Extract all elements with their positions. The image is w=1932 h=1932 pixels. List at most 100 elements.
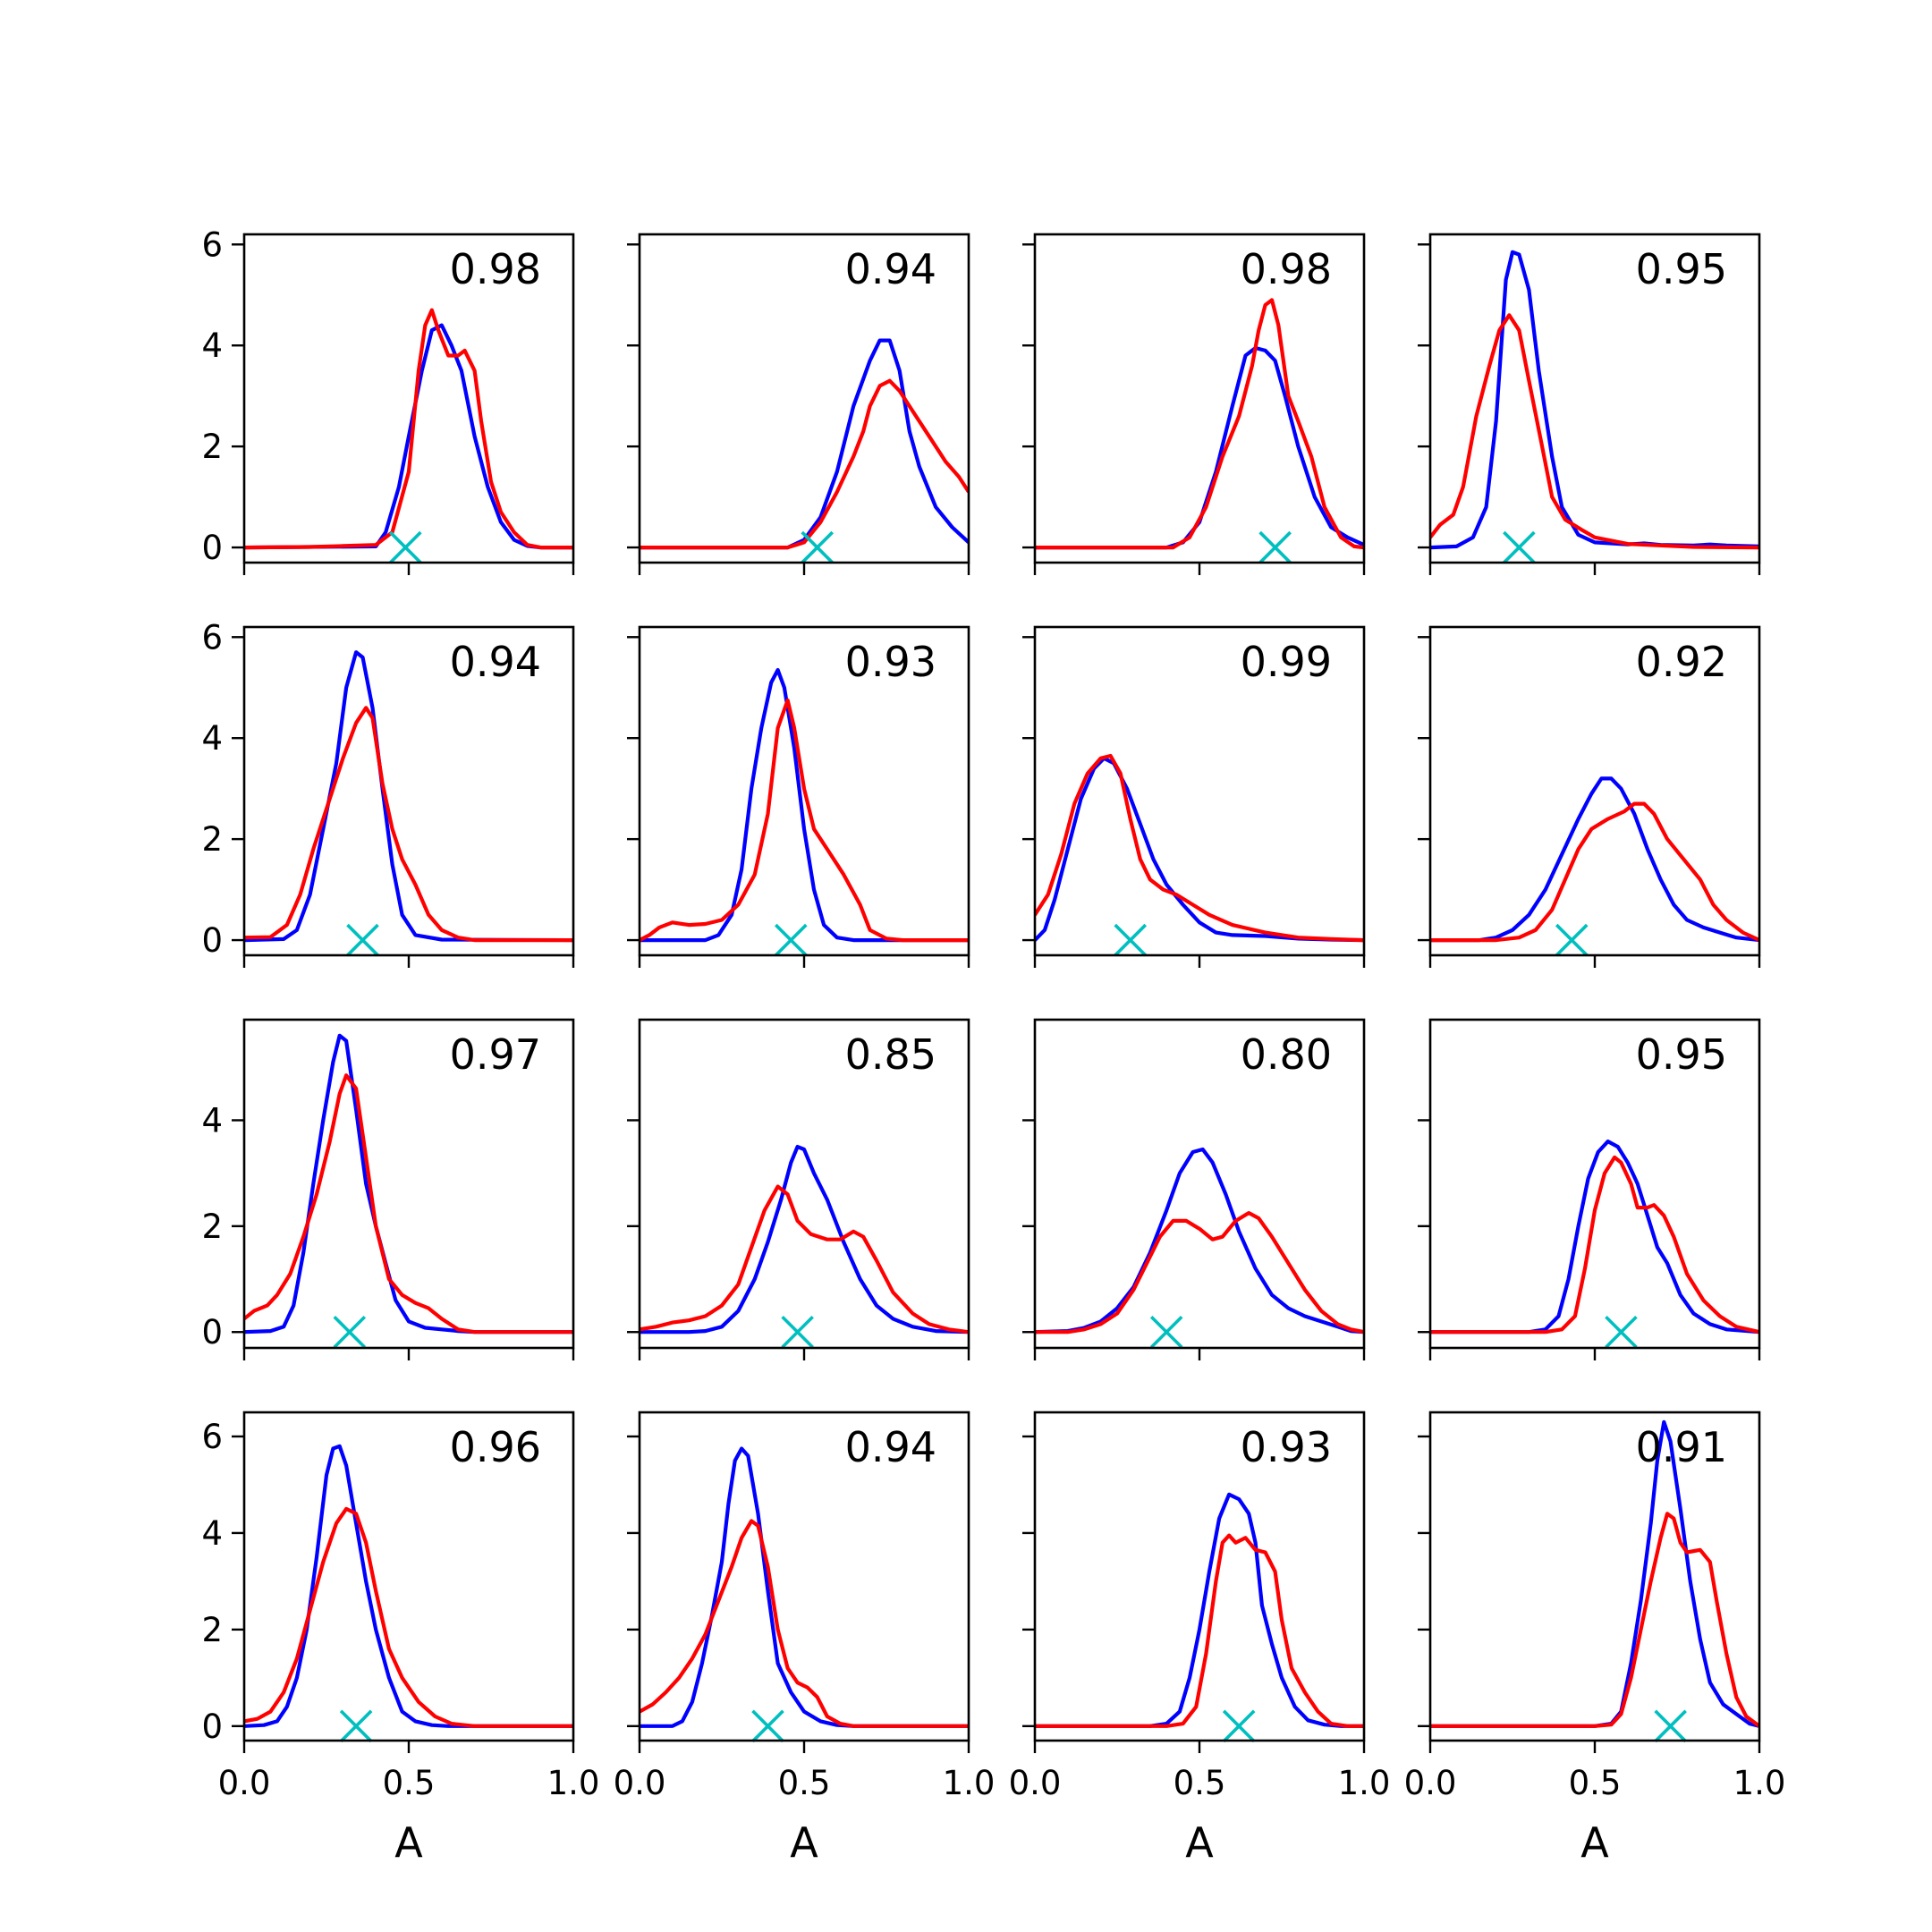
true-value-marker bbox=[801, 530, 834, 564]
true-value-marker bbox=[346, 923, 379, 957]
panel-7: 0.99 bbox=[1022, 625, 1366, 968]
x-tick-label: 0.5 bbox=[778, 1764, 831, 1802]
panel-6: 0.93 bbox=[627, 625, 970, 968]
x-axis-label: A bbox=[1580, 1818, 1609, 1867]
true-value-marker bbox=[1149, 1315, 1183, 1349]
red-density-line bbox=[1430, 801, 1759, 943]
true-value-marker bbox=[781, 1315, 814, 1349]
x-tick-label: 1.0 bbox=[1733, 1764, 1786, 1802]
blue-density-line bbox=[1035, 1147, 1364, 1335]
panel-annotation: 0.94 bbox=[845, 245, 936, 293]
y-tick-label: 4 bbox=[201, 1514, 223, 1553]
x-axis-label: A bbox=[790, 1818, 818, 1867]
x-tick-label: 0.0 bbox=[614, 1764, 666, 1802]
panel-annotation: 0.98 bbox=[450, 245, 541, 293]
red-density-line bbox=[640, 1519, 969, 1728]
panel-4: 0.95 bbox=[1418, 233, 1761, 575]
x-tick-label: 0.5 bbox=[1174, 1764, 1226, 1802]
x-tick-label: 0.0 bbox=[1009, 1764, 1062, 1802]
panel-annotation: 0.96 bbox=[450, 1423, 541, 1471]
x-axis-label: A bbox=[1185, 1818, 1214, 1867]
true-value-marker bbox=[1555, 923, 1589, 957]
panel-11: 0.80 bbox=[1022, 1018, 1366, 1360]
true-value-marker bbox=[333, 1315, 367, 1349]
panel-annotation: 0.94 bbox=[450, 638, 541, 686]
blue-density-line bbox=[640, 1446, 969, 1728]
red-density-line bbox=[244, 1073, 573, 1335]
panel-5: 0.94 0 2 4 6 bbox=[201, 618, 575, 968]
y-tick-label: 0 bbox=[201, 1313, 223, 1352]
true-value-marker bbox=[1503, 530, 1536, 564]
red-density-line bbox=[640, 378, 969, 550]
red-density-line bbox=[1035, 298, 1364, 550]
blue-density-line bbox=[1430, 1140, 1759, 1335]
x-tick-label: 0.5 bbox=[1569, 1764, 1622, 1802]
y-tick-label: 0 bbox=[201, 921, 223, 960]
y-tick-label: 4 bbox=[201, 326, 223, 365]
panel-annotation: 0.94 bbox=[845, 1423, 936, 1471]
red-density-line bbox=[244, 308, 573, 550]
red-density-line bbox=[1035, 753, 1364, 943]
red-density-line bbox=[640, 1184, 969, 1335]
x-tick-label: 0.5 bbox=[383, 1764, 436, 1802]
true-value-marker bbox=[1114, 923, 1147, 957]
true-value-marker bbox=[775, 923, 808, 957]
blue-density-line bbox=[244, 1444, 573, 1728]
x-tick-label: 1.0 bbox=[943, 1764, 996, 1802]
panel-2: 0.94 bbox=[627, 233, 970, 575]
panel-annotation: 0.80 bbox=[1241, 1030, 1332, 1079]
panel-annotation: 0.95 bbox=[1636, 1030, 1727, 1079]
x-tick-label: 1.0 bbox=[547, 1764, 600, 1802]
panel-14: 0.94 0.0 0.5 1.0 A bbox=[614, 1411, 996, 1867]
y-tick-label: 4 bbox=[201, 719, 223, 758]
blue-density-line bbox=[244, 323, 573, 550]
red-density-line bbox=[640, 698, 969, 943]
x-axis-label: A bbox=[394, 1818, 423, 1867]
red-density-line bbox=[1430, 1155, 1759, 1335]
panel-annotation: 0.93 bbox=[845, 638, 936, 686]
blue-density-line bbox=[640, 338, 969, 550]
panel-3: 0.98 bbox=[1022, 233, 1366, 575]
y-tick-label: 6 bbox=[201, 618, 223, 657]
panel-13: 0.96 0 2 4 6 0.0 0.5 1.0 A bbox=[201, 1411, 600, 1867]
blue-density-line bbox=[1035, 1492, 1364, 1728]
y-tick-label: 4 bbox=[201, 1101, 223, 1140]
panel-annotation: 0.92 bbox=[1636, 638, 1727, 686]
panel-9: 0.97 0 2 4 bbox=[201, 1018, 575, 1360]
blue-density-line bbox=[244, 650, 573, 943]
true-value-marker bbox=[751, 1709, 784, 1743]
panel-annotation: 0.98 bbox=[1241, 245, 1332, 293]
y-tick-label: 2 bbox=[201, 428, 223, 466]
x-tick-label: 1.0 bbox=[1338, 1764, 1391, 1802]
blue-density-line bbox=[640, 667, 969, 943]
panel-annotation: 0.97 bbox=[450, 1030, 541, 1079]
blue-density-line bbox=[1035, 756, 1364, 943]
panel-annotation: 0.93 bbox=[1241, 1423, 1332, 1471]
y-tick-label: 0 bbox=[201, 529, 223, 567]
y-tick-label: 2 bbox=[201, 1611, 223, 1649]
true-value-marker bbox=[389, 530, 422, 564]
red-density-line bbox=[1430, 1512, 1759, 1728]
panel-8: 0.92 bbox=[1418, 625, 1761, 968]
y-tick-label: 2 bbox=[201, 1208, 223, 1246]
panel-16: 0.91 0.0 0.5 1.0 A bbox=[1404, 1411, 1786, 1867]
panel-1: 0.98 0 2 4 6 bbox=[201, 225, 575, 575]
panel-annotation: 0.91 bbox=[1636, 1423, 1727, 1471]
true-value-marker bbox=[1258, 530, 1292, 564]
panel-10: 0.85 bbox=[627, 1018, 970, 1360]
red-density-line bbox=[244, 1506, 573, 1728]
red-density-line bbox=[244, 706, 573, 943]
y-tick-label: 2 bbox=[201, 820, 223, 859]
panel-15: 0.93 0.0 0.5 1.0 A bbox=[1009, 1411, 1391, 1867]
true-value-marker bbox=[1654, 1709, 1687, 1743]
blue-density-line bbox=[244, 1033, 573, 1335]
x-tick-label: 0.0 bbox=[218, 1764, 271, 1802]
x-tick-label: 0.0 bbox=[1404, 1764, 1457, 1802]
blue-density-line bbox=[1430, 776, 1759, 943]
y-tick-label: 6 bbox=[201, 1418, 223, 1456]
panel-annotation: 0.99 bbox=[1241, 638, 1332, 686]
true-value-marker bbox=[1222, 1709, 1256, 1743]
panel-12: 0.95 bbox=[1418, 1018, 1761, 1360]
red-density-line bbox=[1430, 313, 1759, 550]
